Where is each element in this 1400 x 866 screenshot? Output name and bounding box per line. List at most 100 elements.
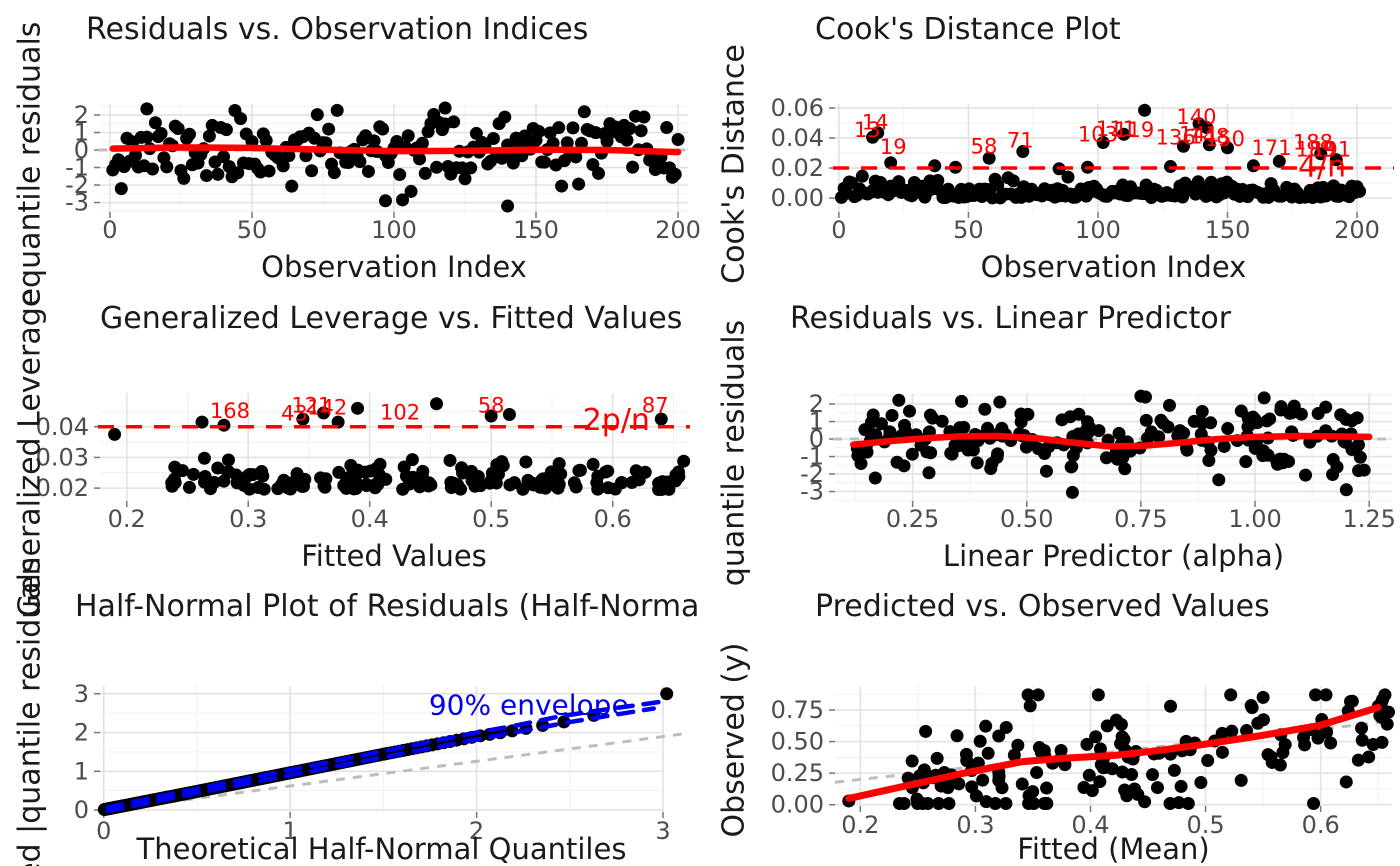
panel-residuals-vs-predictor-ylabel: quantile residuals: [716, 319, 752, 587]
svg-text:100: 100: [371, 216, 417, 244]
svg-text:71: 71: [1007, 128, 1034, 152]
svg-text:0: 0: [74, 796, 89, 824]
svg-text:3: 3: [74, 680, 89, 708]
points-layer: [842, 688, 1396, 810]
panel-leverage-vs-fitted-xlabel: Fitted Values: [301, 539, 487, 573]
svg-text:0.04: 0.04: [36, 413, 89, 441]
envelope-line: [105, 706, 656, 814]
svg-text:150: 150: [1205, 216, 1251, 244]
svg-text:-1: -1: [800, 443, 824, 471]
svg-text:-2: -2: [65, 171, 89, 199]
panel-residuals-vs-predictor-xlabel: Linear Predictor (alpha): [942, 539, 1285, 573]
annotation-text: 2p/n: [583, 403, 650, 438]
svg-text:0.3: 0.3: [229, 505, 267, 533]
svg-text:1: 1: [283, 817, 298, 845]
svg-text:188: 188: [1293, 131, 1333, 155]
panel-halfnormal-xlabel: Theoretical Half-Normal Quantiles: [136, 832, 627, 866]
svg-text:0.04: 0.04: [771, 124, 824, 152]
svg-text:1: 1: [74, 119, 89, 147]
svg-text:150: 150: [1205, 127, 1245, 151]
svg-text:0.75: 0.75: [1114, 505, 1167, 533]
svg-text:0.4: 0.4: [1071, 811, 1109, 839]
svg-text:-3: -3: [65, 189, 89, 217]
svg-text:0.00: 0.00: [771, 184, 824, 212]
svg-text:0.50: 0.50: [1000, 505, 1053, 533]
svg-text:2: 2: [469, 817, 484, 845]
svg-text:142: 142: [307, 396, 347, 420]
svg-text:19: 19: [880, 135, 907, 159]
svg-text:2: 2: [74, 719, 89, 747]
annotation-text: 4/n: [1298, 149, 1346, 184]
axis-ticks: 0.25 0.50 0.75 1.00 1.25 210-1-2-3: [800, 390, 1396, 533]
svg-text:0.25: 0.25: [886, 505, 939, 533]
panel-predicted-vs-observed-ylabel: Observed (y): [716, 642, 752, 838]
svg-text:168: 168: [210, 399, 250, 423]
plot-svg-4: 0 1 2 3 3 2 1 0 90% envelope: [74, 680, 682, 845]
axis-ticks: 0.2 0.3 0.4 0.5 0.6 0.040.03 0.02: [36, 413, 632, 533]
smooth-line: [845, 703, 1382, 802]
svg-text:0.3: 0.3: [956, 811, 994, 839]
axis-ticks: 0.2 0.3 0.4 0.5 0.6 0.75 0.50 0.25 0.00: [771, 696, 1340, 839]
annotation-text: 90% envelope: [429, 688, 629, 721]
svg-text:50: 50: [953, 216, 984, 244]
svg-text:-2: -2: [800, 460, 824, 488]
svg-text:0.4: 0.4: [351, 505, 389, 533]
panel-residuals-vs-index-xlabel: Observation Index: [261, 250, 527, 284]
smooth-line: [850, 432, 1373, 450]
panel-predicted-vs-observed-title: Predicted vs. Observed Values: [815, 589, 1270, 624]
svg-text:0: 0: [102, 216, 117, 244]
svg-text:0: 0: [831, 216, 846, 244]
svg-text:2: 2: [809, 390, 824, 418]
svg-text:0.75: 0.75: [771, 696, 824, 724]
svg-text:0.02: 0.02: [36, 474, 89, 502]
svg-text:50: 50: [237, 216, 268, 244]
svg-text:3: 3: [655, 817, 670, 845]
svg-text:0.02: 0.02: [771, 154, 824, 182]
svg-text:0: 0: [809, 425, 824, 453]
svg-text:1: 1: [74, 757, 89, 785]
svg-text:-3: -3: [800, 478, 824, 506]
svg-text:136: 136: [1156, 125, 1196, 149]
panel-residuals-vs-index-ylabel: equantile residuals: [12, 21, 48, 307]
gridlines: [100, 686, 664, 812]
svg-text:103: 103: [1078, 122, 1118, 146]
svg-text:1.25: 1.25: [1342, 505, 1395, 533]
axis-ticks: 0 50 100 150 200 0.060.040.020.00: [771, 94, 1380, 244]
panel-cooks-distance-xlabel: Observation Index: [980, 250, 1247, 284]
svg-text:0.5: 0.5: [1186, 811, 1224, 839]
panel-predicted-vs-observed-xlabel: Fitted (Mean): [1017, 832, 1210, 866]
svg-text:0.5: 0.5: [472, 505, 510, 533]
panel-halfnormal-title: Half-Normal Plot of Residuals (Half-Norm…: [75, 589, 700, 624]
svg-text:200: 200: [1334, 216, 1380, 244]
svg-text:0.2: 0.2: [841, 811, 879, 839]
svg-text:58: 58: [971, 134, 998, 158]
svg-text:0.25: 0.25: [771, 759, 824, 787]
svg-text:14: 14: [862, 110, 889, 134]
svg-text:0.2: 0.2: [108, 505, 146, 533]
panel-cooks-distance-title: Cook's Distance Plot: [815, 12, 1121, 47]
svg-text:43: 43: [281, 402, 308, 426]
reference-line: [99, 732, 682, 813]
svg-text:0.06: 0.06: [771, 94, 824, 122]
svg-text:141: 141: [1179, 122, 1219, 146]
svg-text:0: 0: [96, 817, 111, 845]
svg-text:1.00: 1.00: [1228, 505, 1281, 533]
svg-text:191: 191: [1311, 137, 1351, 161]
svg-text:111: 111: [1096, 117, 1136, 141]
svg-text:171: 171: [1251, 136, 1291, 160]
svg-text:102: 102: [380, 400, 420, 424]
svg-text:100: 100: [1075, 216, 1121, 244]
panel-leverage-vs-fitted-title: Generalized Leverage vs. Fitted Values: [100, 301, 683, 336]
points-layer: [106, 101, 685, 213]
svg-text:58: 58: [478, 393, 505, 417]
svg-text:0.6: 0.6: [1302, 811, 1340, 839]
plot-svg-3: 0.25 0.50 0.75 1.00 1.25 210-1-2-3: [800, 389, 1396, 533]
svg-text:-1: -1: [65, 154, 89, 182]
svg-text:121: 121: [291, 393, 331, 417]
panel-residuals-vs-predictor-title: Residuals vs. Linear Predictor: [790, 301, 1232, 336]
svg-text:1: 1: [809, 408, 824, 436]
svg-text:2: 2: [74, 101, 89, 129]
